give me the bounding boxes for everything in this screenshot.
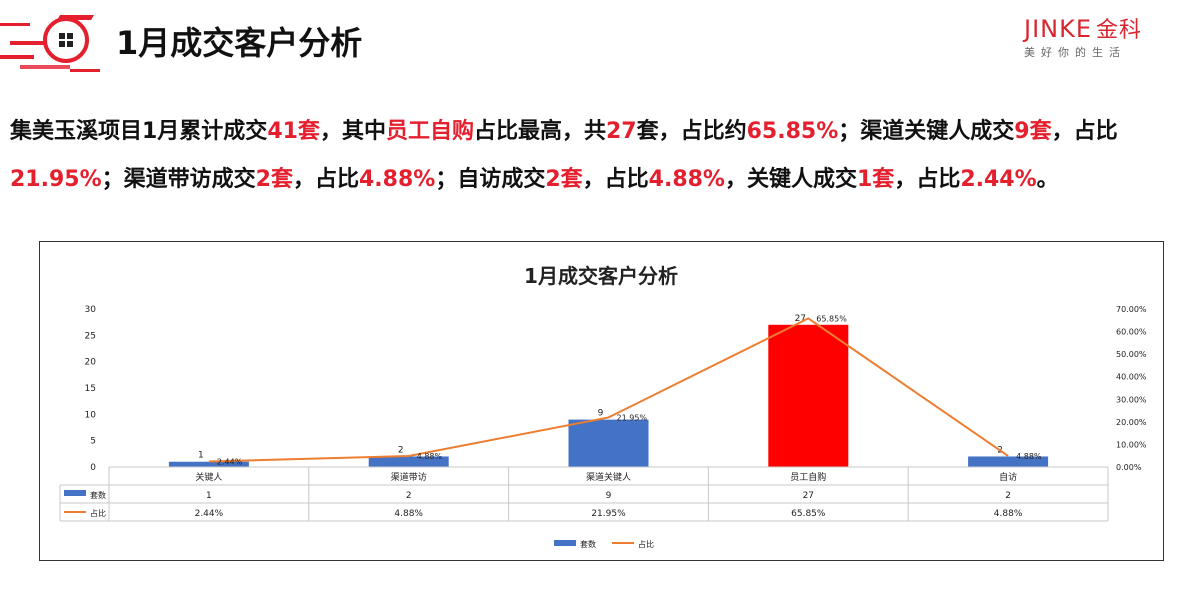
logo-brand-cn: 金科 [1096, 18, 1143, 43]
summary-text: 集美玉溪项目1月累计成交41套，其中员工自购占比最高，共27套，占比约65.85… [10, 108, 1190, 204]
summary-segment: ，占比 [582, 167, 649, 192]
summary-highlight: 1套 [857, 167, 895, 192]
line-series-zhanbi [208, 317, 1009, 463]
summary-segment: ，占比 [292, 167, 359, 192]
y-left-tick-label: 0 [90, 463, 96, 473]
y-left-tick-label: 15 [85, 384, 96, 394]
table-row-header: 套数 [90, 490, 106, 500]
summary-highlight: 65.85% [746, 119, 839, 144]
logo-brand: JINKE [1024, 15, 1093, 43]
x-tick-label: 自访 [999, 471, 1017, 483]
table-row-header: 占比 [90, 508, 106, 518]
y-right-tick-label: 60.00% [1116, 328, 1147, 337]
y-right-tick-label: 50.00% [1116, 350, 1147, 359]
bar-员工自购 [768, 324, 849, 467]
combo-chart: 1月成交客户分析 0 5 10 15 20 25 30 0.00% 10.00% 20.00% 30.… [59, 264, 1147, 549]
table-key-bar [64, 490, 86, 496]
table-cell: 27 [803, 491, 814, 501]
y-right-tick-label: 30.00% [1116, 395, 1147, 404]
bar-data-label: 27 [795, 314, 806, 324]
line-data-label: 21.95% [617, 413, 648, 422]
y-right-tick-label: 20.00% [1116, 418, 1147, 427]
y-left-tick-label: 5 [90, 437, 96, 447]
summary-highlight: 27 [605, 119, 637, 144]
bar-data-label: 1 [198, 451, 204, 461]
summary-highlight: 4.88% [358, 167, 436, 192]
legend-key-bar [554, 540, 576, 546]
summary-segment: ，其中 [319, 119, 386, 144]
table-cell: 21.95% [591, 509, 626, 519]
legend-label: 套数 [580, 539, 596, 549]
summary-segment: ，占比 [1051, 119, 1118, 144]
summary-segment: ；渠道带访成交 [101, 167, 256, 192]
y-left-tick-label: 10 [85, 410, 97, 420]
chart-frame: 1月成交客户分析 0 5 10 15 20 25 30 0.00% 10.00% 20.00% 30.… [39, 241, 1164, 561]
summary-segment: ，关键人成交 [724, 167, 857, 192]
y-right-tick-label: 10.00% [1116, 440, 1147, 449]
x-tick-label: 员工自购 [790, 471, 826, 483]
table-cell: 2 [1005, 491, 1011, 501]
bar-渠道带访 [368, 456, 449, 467]
line-data-label: 65.85% [816, 314, 847, 323]
summary-highlight: 2套 [255, 167, 293, 192]
y-left-tick-label: 20 [85, 358, 97, 368]
page-title: 1月成交客户分析 [116, 24, 363, 62]
summary-segment: ，占比 [894, 167, 961, 192]
legend-label: 占比 [638, 539, 654, 549]
summary-segment: ；自访成交 [435, 167, 546, 192]
summary-segment: 集美玉溪项目1月累计成交 [10, 119, 268, 144]
summary-highlight: 41套 [267, 119, 320, 144]
x-tick-label: 关键人 [195, 471, 222, 483]
y-right-tick-label: 40.00% [1116, 373, 1147, 382]
table-cell: 2.44% [195, 509, 224, 519]
line-data-label: 4.88% [417, 452, 443, 461]
y-left-tick-label: 25 [85, 331, 96, 341]
bar-data-label: 2 [398, 445, 404, 455]
table-cell: 65.85% [791, 509, 826, 519]
summary-highlight: 员工自购 [385, 119, 474, 144]
chart-title: 1月成交客户分析 [524, 264, 678, 288]
bar-关键人 [168, 461, 249, 467]
summary-highlight: 2套 [545, 167, 583, 192]
summary-segment: 占比最高，共 [473, 119, 606, 144]
y-right-tick-label: 0.00% [1116, 463, 1142, 472]
logo-slogan: 美好你的生活 [1024, 46, 1126, 59]
summary-highlight: 4.88% [648, 167, 725, 192]
line-data-label: 2.44% [217, 457, 243, 466]
summary-segment: 套，占比约 [636, 119, 747, 144]
line-data-label: 4.88% [1016, 452, 1042, 461]
jinke-logo: JINKE 金科 美好你的生活 [1024, 12, 1194, 62]
x-tick-label: 渠道关键人 [586, 471, 631, 483]
table-cell: 9 [606, 491, 612, 501]
x-tick-label: 渠道带访 [391, 471, 427, 483]
summary-highlight: 2.44% [960, 167, 1037, 192]
y-left-tick-label: 30 [85, 305, 97, 315]
summary-highlight: 21.95% [10, 167, 102, 192]
bar-渠道关键人 [568, 419, 649, 467]
bar-data-label: 9 [598, 409, 604, 419]
bar-自访 [968, 456, 1049, 467]
table-cell: 2 [406, 491, 412, 501]
summary-highlight: 9套 [1014, 119, 1052, 144]
grid-menu-icon [43, 17, 89, 63]
table-cell: 4.88% [394, 509, 423, 519]
summary-segment: ；渠道关键人成交 [838, 119, 1015, 144]
slide-header: 1月成交客户分析 JINKE 金科 美好你的生活 [0, 0, 1200, 80]
table-cell: 4.88% [994, 509, 1023, 519]
table-cell: 1 [206, 491, 212, 501]
y-right-tick-label: 70.00% [1116, 305, 1147, 314]
summary-segment: 。 [1036, 167, 1059, 192]
